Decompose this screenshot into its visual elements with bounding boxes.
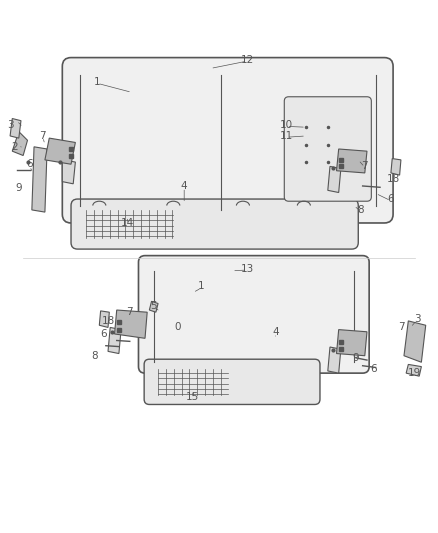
FancyBboxPatch shape xyxy=(62,58,393,223)
Polygon shape xyxy=(149,301,158,312)
FancyBboxPatch shape xyxy=(144,359,320,405)
FancyBboxPatch shape xyxy=(284,97,371,201)
Text: 2: 2 xyxy=(11,142,18,152)
Text: 3: 3 xyxy=(414,314,420,324)
Text: 1: 1 xyxy=(198,281,205,291)
Text: 9: 9 xyxy=(15,183,22,193)
Text: 18: 18 xyxy=(101,316,115,326)
Polygon shape xyxy=(10,118,21,138)
Text: 3: 3 xyxy=(7,120,14,130)
Polygon shape xyxy=(108,327,121,353)
Text: 9: 9 xyxy=(353,353,360,363)
Polygon shape xyxy=(115,310,147,338)
Text: 8: 8 xyxy=(92,351,98,361)
Text: 13: 13 xyxy=(240,264,254,273)
Text: 8: 8 xyxy=(357,205,364,215)
Text: 7: 7 xyxy=(39,131,46,141)
Text: 6: 6 xyxy=(26,159,33,169)
Polygon shape xyxy=(336,329,367,356)
Text: 7: 7 xyxy=(399,322,405,333)
Text: 15: 15 xyxy=(186,392,200,402)
Text: 6: 6 xyxy=(388,194,394,204)
Polygon shape xyxy=(62,160,75,184)
Text: 1: 1 xyxy=(94,77,100,86)
Polygon shape xyxy=(404,321,426,362)
Text: 4: 4 xyxy=(272,327,279,337)
Polygon shape xyxy=(99,311,110,327)
Polygon shape xyxy=(328,347,341,373)
Text: 10: 10 xyxy=(280,120,293,130)
Text: 11: 11 xyxy=(280,131,293,141)
Text: 14: 14 xyxy=(121,218,134,228)
Polygon shape xyxy=(406,365,421,376)
Text: 7: 7 xyxy=(127,307,133,317)
Polygon shape xyxy=(45,138,75,164)
Polygon shape xyxy=(32,147,47,212)
Text: 6: 6 xyxy=(100,329,107,339)
Text: 4: 4 xyxy=(181,181,187,191)
Text: 7: 7 xyxy=(361,161,368,172)
Text: 12: 12 xyxy=(240,55,254,65)
Text: 6: 6 xyxy=(370,364,377,374)
Text: 5: 5 xyxy=(150,301,157,311)
FancyBboxPatch shape xyxy=(138,256,369,373)
Text: 18: 18 xyxy=(386,174,400,184)
Text: 0: 0 xyxy=(174,322,181,333)
Polygon shape xyxy=(12,132,28,156)
Polygon shape xyxy=(336,149,367,173)
FancyBboxPatch shape xyxy=(71,199,358,249)
Polygon shape xyxy=(328,166,341,192)
Polygon shape xyxy=(391,158,401,175)
Text: 19: 19 xyxy=(408,368,421,378)
